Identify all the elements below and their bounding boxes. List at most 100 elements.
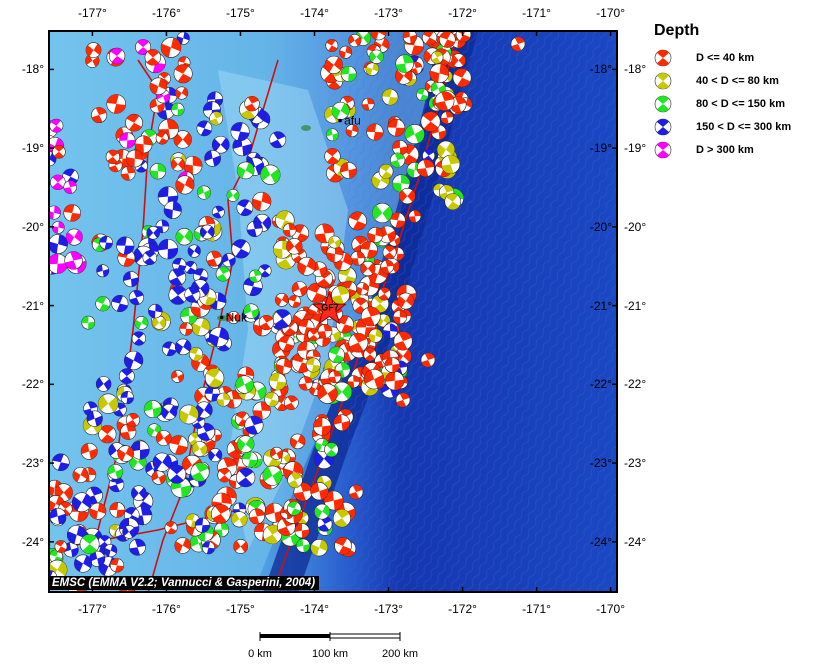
- focal-mechanism-318: [324, 442, 339, 457]
- focal-mechanism-491: [128, 538, 146, 556]
- bottom-lon-label: -177°: [77, 602, 107, 616]
- focal-mechanism-350: [196, 120, 213, 137]
- bottom-lon-label: -176°: [152, 602, 181, 616]
- focal-mechanism-329: [275, 358, 292, 375]
- epicenter-marker[interactable]: GF7: [311, 291, 347, 325]
- focal-mechanism-372: [183, 260, 198, 275]
- focal-mechanism-362: [149, 163, 167, 180]
- focal-mechanism-348: [258, 314, 275, 331]
- focal-mechanism-138: [328, 235, 342, 249]
- legend-label: 150 < D <= 300 km: [696, 120, 792, 133]
- focal-mechanism-209: [436, 140, 455, 159]
- focal-mechanism-143: [368, 328, 383, 343]
- right-lat-label: -18°: [624, 62, 647, 77]
- inner-lat-label: -21°: [589, 298, 612, 313]
- focal-mechanism-290: [248, 508, 265, 525]
- focal-mechanism-82: [278, 335, 295, 352]
- focal-mechanism-490: [81, 315, 96, 330]
- focal-mechanism-338: [227, 311, 241, 324]
- focal-mechanism-145: [384, 357, 401, 373]
- focal-mechanism-584: [48, 253, 68, 274]
- focal-mechanism-592: [63, 180, 77, 194]
- focal-mechanism-569: [155, 131, 169, 145]
- focal-mechanism-130: [367, 227, 384, 243]
- focal-mechanism-587: [64, 251, 83, 270]
- focal-mechanism-299: [317, 383, 338, 404]
- focal-mechanism-384: [243, 303, 260, 319]
- focal-mechanism-552: [106, 94, 127, 114]
- focal-mechanism-425: [142, 250, 158, 265]
- right-lat-label: -24°: [624, 534, 647, 549]
- focal-mechanism-386: [248, 269, 262, 283]
- focal-mechanism-305: [214, 522, 230, 538]
- focal-mechanism-81: [393, 331, 413, 351]
- legend-ball: [654, 49, 672, 66]
- focal-mechanism-271: [334, 537, 352, 555]
- focal-mechanism-612: [430, 51, 444, 64]
- focal-mechanism-519: [109, 558, 125, 573]
- focal-mechanism-516: [104, 543, 118, 558]
- focal-mechanism-188: [372, 202, 393, 224]
- focal-mechanism-323: [216, 392, 231, 407]
- focal-mechanism-444: [204, 368, 225, 388]
- focal-mechanism-325: [235, 375, 254, 394]
- focal-mechanism-484: [190, 462, 210, 482]
- focal-mechanism-468: [86, 410, 103, 427]
- top-lon-label: -174°: [300, 6, 329, 20]
- focal-mechanism-578: [49, 118, 64, 133]
- focal-mechanism-116: [382, 323, 398, 339]
- focal-mechanism-63: [389, 212, 406, 229]
- focal-mechanism-219: [348, 34, 362, 48]
- legend-label: 40 < D <= 80 km: [696, 74, 779, 87]
- map-border: [48, 30, 618, 593]
- focal-mechanism-514: [51, 453, 70, 472]
- focal-mechanism-527: [79, 534, 100, 555]
- inner-lat-label: -23°: [589, 456, 612, 471]
- scale-label-0: 0 km: [248, 648, 272, 660]
- focal-mechanism-615: [452, 68, 472, 88]
- focal-mechanism-542: [175, 86, 189, 100]
- legend-ball: [654, 141, 672, 158]
- focal-mechanism-620: [395, 392, 411, 408]
- focal-mechanism-377: [172, 257, 187, 272]
- focal-mechanism-538: [122, 525, 136, 539]
- focal-mechanism-573: [175, 175, 195, 195]
- focal-mechanism-309: [236, 467, 256, 488]
- focal-mechanism-119: [378, 225, 397, 244]
- focal-mechanism-285: [284, 395, 299, 411]
- focal-mechanism-218: [324, 55, 343, 75]
- credit-label: EMSC (EMMA V2.2; Vannucci & Gasperini, 2…: [48, 576, 320, 590]
- left-lat-label: -19°: [21, 141, 44, 156]
- focal-mechanism-529: [107, 463, 124, 480]
- focal-mechanism-574: [173, 64, 193, 84]
- top-lon-label: -177°: [77, 6, 107, 20]
- focal-mechanism-520: [89, 502, 107, 520]
- map-canvas[interactable]: GF7 Nuk afu: [48, 30, 618, 593]
- focal-mechanism-326: [262, 465, 283, 486]
- focal-mechanism-205: [402, 30, 418, 44]
- legend-item-3: 150 < D <= 300 km: [652, 115, 812, 138]
- focal-mechanism-213: [390, 152, 406, 168]
- focal-mechanism-488: [123, 350, 144, 371]
- left-lat-label: -23°: [21, 456, 44, 471]
- focal-mechanism-418: [134, 316, 149, 330]
- focal-mechanism-549: [91, 107, 108, 124]
- focal-mechanism-287: [217, 468, 232, 483]
- focal-mechanism-489: [125, 413, 140, 428]
- left-lat-label: -20°: [21, 219, 44, 234]
- legend-ball: [654, 72, 672, 89]
- focal-mechanism-336: [236, 199, 254, 217]
- focal-mechanism-245: [268, 372, 287, 391]
- focal-mechanism-149: [348, 211, 367, 231]
- legend-label: D <= 40 km: [696, 51, 755, 64]
- focal-mechanism-312: [270, 446, 283, 460]
- place-label-0: Nuk: [226, 310, 248, 324]
- focal-mechanism-550: [173, 130, 192, 149]
- focal-mechanism-141: [282, 223, 297, 237]
- focal-mechanism-579: [65, 228, 83, 246]
- focal-mechanism-333: [272, 309, 292, 329]
- focal-mechanism-536: [54, 540, 68, 553]
- focal-mechanism-140: [307, 328, 321, 342]
- bottom-lon-label: -173°: [374, 602, 403, 616]
- focal-mechanism-467: [194, 517, 210, 533]
